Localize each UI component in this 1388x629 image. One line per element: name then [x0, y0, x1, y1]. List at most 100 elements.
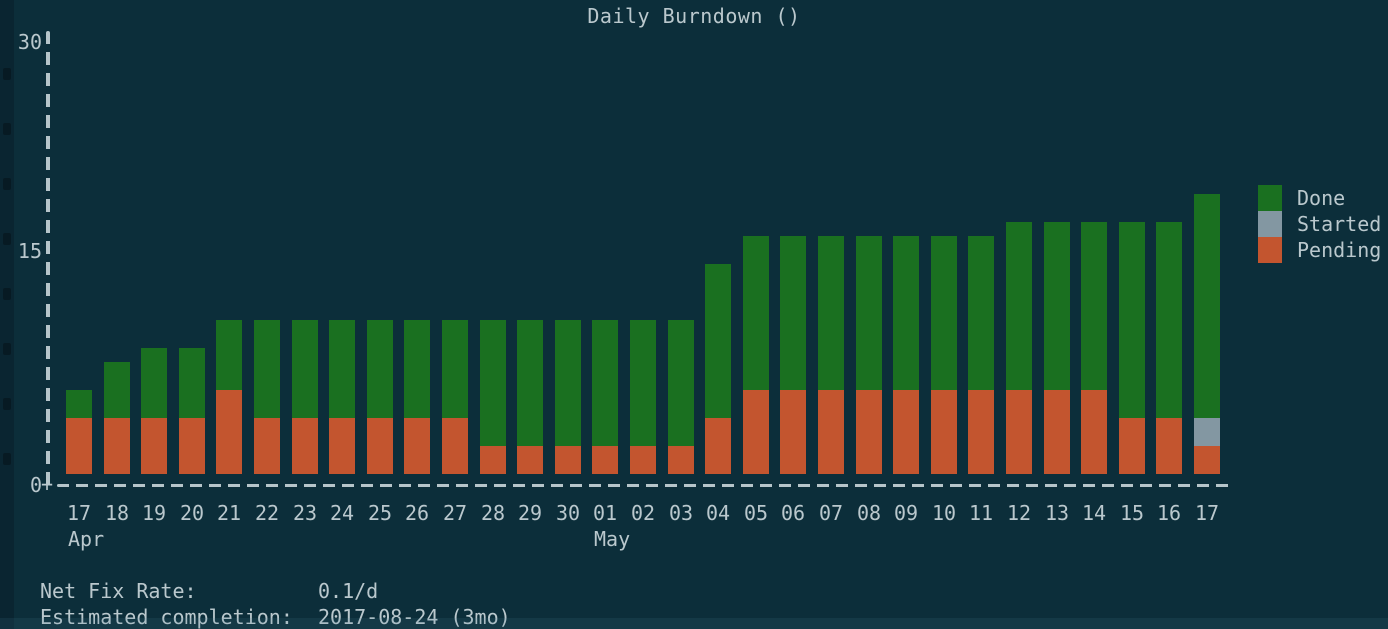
strip-dot: [3, 453, 11, 465]
bar-may-15: [1119, 222, 1145, 474]
legend-swatch-done: [1258, 185, 1282, 211]
bar-segment-done: [66, 390, 92, 418]
bar-segment-pending: [630, 446, 656, 474]
x-tick-label-16: 03: [668, 501, 694, 525]
bar-may-16: [1156, 222, 1182, 474]
axis-origin-plus: +: [41, 472, 54, 496]
bar-segment-done: [1156, 222, 1182, 418]
x-tick-label-9: 26: [404, 501, 430, 525]
bar-segment-pending: [668, 446, 694, 474]
bar-segment-done: [780, 236, 806, 390]
legend-row-started: Started: [1258, 211, 1381, 237]
y-tick-label-0: 0: [29, 473, 42, 497]
bar-segment-done: [968, 236, 994, 390]
x-tick-label-15: 02: [630, 501, 656, 525]
bar-segment-done: [367, 320, 393, 418]
x-tick-label-21: 08: [856, 501, 882, 525]
x-tick-label-8: 25: [367, 501, 393, 525]
strip-dot: [3, 68, 11, 80]
x-tick-label-26: 13: [1044, 501, 1070, 525]
bar-segment-pending: [1156, 418, 1182, 474]
bar-segment-pending: [104, 418, 130, 474]
x-tick-label-6: 23: [292, 501, 318, 525]
x-tick-label-23: 10: [931, 501, 957, 525]
left-edge-strip: [0, 0, 14, 629]
bar-segment-done: [893, 236, 919, 390]
bar-segment-done: [555, 320, 581, 446]
bar-segment-pending: [931, 390, 957, 474]
stat-label-0: Net Fix Rate:: [40, 579, 197, 603]
bar-segment-pending: [856, 390, 882, 474]
x-tick-label-29: 16: [1156, 501, 1182, 525]
bar-segment-pending: [141, 418, 167, 474]
x-tick-label-10: 27: [442, 501, 468, 525]
bar-apr-29: [517, 320, 543, 474]
bar-segment-done: [254, 320, 280, 418]
bar-segment-pending: [66, 418, 92, 474]
bar-segment-pending: [968, 390, 994, 474]
bar-apr-24: [329, 320, 355, 474]
x-tick-label-1: 18: [104, 501, 130, 525]
x-axis-line: [57, 484, 1232, 487]
bar-may-01: [592, 320, 618, 474]
bar-may-04: [705, 264, 731, 474]
x-tick-label-7: 24: [329, 501, 355, 525]
bar-may-07: [818, 236, 844, 474]
x-tick-label-27: 14: [1081, 501, 1107, 525]
bar-segment-done: [592, 320, 618, 446]
bar-may-02: [630, 320, 656, 474]
bar-may-10: [931, 236, 957, 474]
y-axis-line: [46, 31, 50, 493]
bar-apr-26: [404, 320, 430, 474]
bar-may-11: [968, 236, 994, 474]
legend: Done Started Pending: [1258, 185, 1381, 263]
bar-segment-done: [931, 236, 957, 390]
x-tick-label-11: 28: [480, 501, 506, 525]
bar-segment-pending: [1044, 390, 1070, 474]
x-tick-label-18: 05: [743, 501, 769, 525]
bar-segment-pending: [1006, 390, 1032, 474]
x-tick-label-30: 17: [1194, 501, 1220, 525]
bar-may-06: [780, 236, 806, 474]
bar-segment-pending: [705, 418, 731, 474]
bar-may-12: [1006, 222, 1032, 474]
bar-segment-pending: [404, 418, 430, 474]
x-tick-label-22: 09: [893, 501, 919, 525]
bar-segment-done: [292, 320, 318, 418]
bar-segment-pending: [1194, 446, 1220, 474]
bar-apr-30: [555, 320, 581, 474]
legend-label-started: Started: [1297, 212, 1382, 236]
x-tick-label-0: 17: [66, 501, 92, 525]
strip-dot: [3, 398, 11, 410]
legend-row-pending: Pending: [1258, 237, 1381, 263]
y-tick-label-15: 15: [17, 239, 42, 263]
y-tick-label-30: 30: [17, 30, 42, 54]
bar-segment-done: [705, 264, 731, 418]
x-tick-label-20: 07: [818, 501, 844, 525]
bar-may-17: [1194, 194, 1220, 474]
x-tick-label-2: 19: [141, 501, 167, 525]
bar-segment-done: [1044, 222, 1070, 390]
bar-may-08: [856, 236, 882, 474]
bar-segment-done: [1194, 194, 1220, 418]
stats-panel: Net Fix Rate: 0.1/d Estimated completion: 2…: [40, 578, 511, 629]
stat-value-1: 2017-08-24 (3mo): [318, 605, 511, 629]
bar-segment-pending: [480, 446, 506, 474]
x-tick-label-17: 04: [705, 501, 731, 525]
bar-apr-18: [104, 362, 130, 474]
bar-may-05: [743, 236, 769, 474]
x-tick-label-28: 15: [1119, 501, 1145, 525]
bar-segment-done: [818, 236, 844, 390]
bar-segment-pending: [592, 446, 618, 474]
bar-segment-pending: [216, 390, 242, 474]
stat-row-0: Net Fix Rate: 0.1/d: [40, 578, 511, 604]
x-tick-label-14: 01: [592, 501, 618, 525]
bar-segment-done: [517, 320, 543, 446]
bar-segment-done: [104, 362, 130, 418]
stat-label-1: Estimated completion:: [40, 605, 293, 629]
bar-may-03: [668, 320, 694, 474]
bar-segment-pending: [1081, 390, 1107, 474]
bar-segment-done: [1006, 222, 1032, 390]
x-tick-label-19: 06: [780, 501, 806, 525]
